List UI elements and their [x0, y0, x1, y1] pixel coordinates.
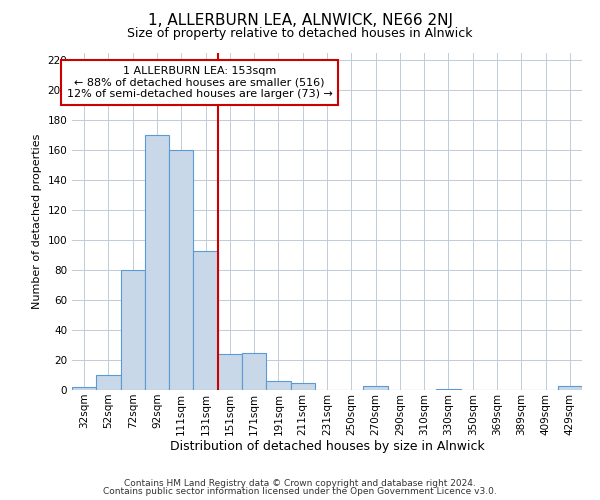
Text: Contains public sector information licensed under the Open Government Licence v3: Contains public sector information licen…: [103, 487, 497, 496]
Bar: [436, 388, 461, 390]
Bar: [290, 382, 315, 390]
Bar: [121, 270, 145, 390]
Bar: [558, 386, 582, 390]
Bar: [72, 387, 96, 390]
Bar: [96, 375, 121, 390]
Text: Size of property relative to detached houses in Alnwick: Size of property relative to detached ho…: [127, 28, 473, 40]
Text: 1, ALLERBURN LEA, ALNWICK, NE66 2NJ: 1, ALLERBURN LEA, ALNWICK, NE66 2NJ: [148, 12, 452, 28]
Y-axis label: Number of detached properties: Number of detached properties: [32, 134, 42, 309]
Bar: [364, 386, 388, 390]
X-axis label: Distribution of detached houses by size in Alnwick: Distribution of detached houses by size …: [170, 440, 484, 454]
Bar: [218, 354, 242, 390]
Bar: [266, 381, 290, 390]
Bar: [193, 250, 218, 390]
Bar: [242, 352, 266, 390]
Bar: [169, 150, 193, 390]
Text: 1 ALLERBURN LEA: 153sqm
← 88% of detached houses are smaller (516)
12% of semi-d: 1 ALLERBURN LEA: 153sqm ← 88% of detache…: [67, 66, 332, 99]
Text: Contains HM Land Registry data © Crown copyright and database right 2024.: Contains HM Land Registry data © Crown c…: [124, 478, 476, 488]
Bar: [145, 135, 169, 390]
